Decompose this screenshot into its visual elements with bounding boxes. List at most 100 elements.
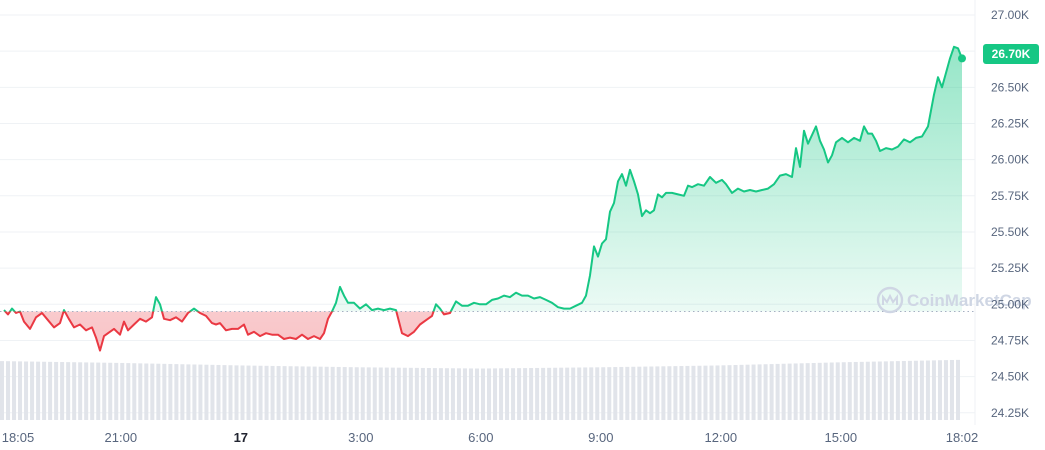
volume-bar [757,364,762,420]
volume-bar [30,361,35,420]
volume-bar [282,366,287,420]
volume-bar [60,362,65,420]
y-tick-label: 24.25K [991,406,1029,420]
volume-bar [739,364,744,420]
current-price-dot [958,54,966,63]
volume-bar [931,360,936,420]
volume-bar [18,361,23,420]
volume-bar [487,368,492,420]
volume-bar [114,362,119,420]
volume-bar [378,367,383,420]
volume-bar [709,365,714,420]
volume-bar [571,367,576,420]
coinmarketcap-watermark: CoinMarketCap [876,286,1032,314]
volume-bar [913,360,918,420]
volume-bar [120,362,125,420]
volume-bar [360,367,365,420]
volume-bar [553,367,558,420]
volume-bar [216,364,221,420]
volume-bar [565,367,570,420]
area-above-baseline [4,46,962,312]
volume-bar [829,362,834,420]
volume-bar [252,365,257,420]
volume-bar [697,365,702,420]
volume-bar [300,366,305,420]
volume-bar [450,368,455,420]
x-tick-label: 6:00 [468,430,493,445]
volume-bar [793,363,798,420]
volume-bar [799,363,804,420]
y-tick-label: 25.25K [991,261,1029,275]
volume-bar [198,364,203,420]
y-tick-label: 25.50K [991,225,1029,239]
y-tick-label: 24.50K [991,370,1029,384]
volume-bar [306,366,311,420]
volume-bar [859,361,864,420]
x-tick-label: 9:00 [588,430,613,445]
volume-bar [901,360,906,420]
volume-bar [174,364,179,420]
x-tick-label: 18:05 [2,430,35,445]
volume-bar [535,367,540,420]
volume-bar [715,365,720,420]
volume-bar [390,367,395,420]
volume-bar [72,362,77,420]
volume-bar [246,365,251,420]
volume-bar [631,366,636,420]
volume-bar [420,367,425,420]
volume-bar [156,363,161,420]
volume-bar [258,365,263,420]
y-axis: 27.00K26.75K26.50K26.25K26.00K25.75K25.5… [991,8,1029,420]
volume-bar [691,365,696,420]
volume-bar [529,368,534,420]
price-line-up [3,45,963,312]
y-tick-label: 24.75K [991,333,1029,347]
volume-bar [288,366,293,420]
volume-bar [144,363,149,420]
volume-bar [234,365,239,420]
volume-bar [102,362,107,420]
volume-bar [228,365,233,420]
volume-bar [607,367,612,420]
price-area-fill [4,46,962,351]
volume-bar [781,363,786,420]
x-tick-label: 12:00 [705,430,738,445]
volume-bar [589,367,594,420]
volume-bar [6,361,11,420]
volume-bar [619,366,624,420]
volume-bar [210,364,215,420]
volume-bar [649,366,654,420]
volume-bar [577,367,582,420]
x-tick-label: 17 [234,430,248,445]
volume-bar [703,365,708,420]
volume-bar [673,366,678,420]
volume-bar [667,366,672,420]
volume-bar [354,367,359,420]
volume-bar [0,361,5,420]
volume-bar [414,367,419,420]
volume-bar [763,364,768,420]
volume-bar [162,363,167,420]
volume-bar [36,361,41,420]
volume-bar [511,368,516,420]
volume-bar [835,362,840,420]
volume-bar [823,362,828,420]
volume-bar [180,364,185,420]
volume-bar [817,362,822,420]
volume-bar [949,359,954,420]
volume-bar [462,368,467,420]
y-tick-label: 25.75K [991,189,1029,203]
volume-bar [78,362,83,420]
volume-bar [613,367,618,420]
volume-bar [655,366,660,420]
x-tick-label: 15:00 [825,430,858,445]
volume-bar [312,366,317,420]
watermark-text: CoinMarketCap [907,291,1032,310]
price-line [3,45,963,352]
volume-bar [643,366,648,420]
volume-bar [637,366,642,420]
x-tick-label: 21:00 [105,430,138,445]
area-below-baseline [5,311,451,351]
volume-bar [108,362,113,420]
volume-bar [805,363,810,420]
